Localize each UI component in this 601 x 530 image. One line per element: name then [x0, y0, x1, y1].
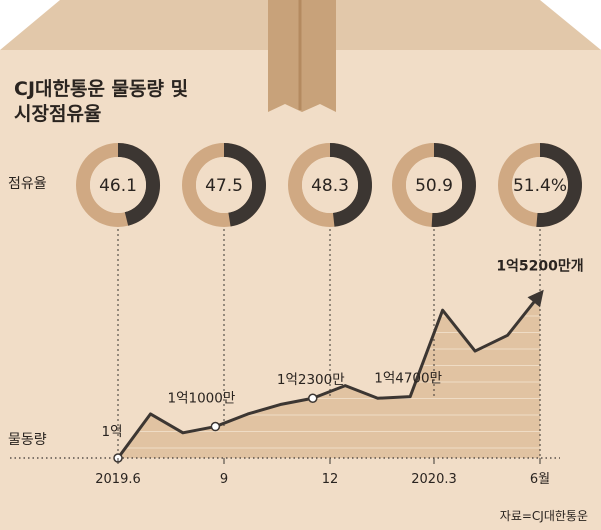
- donut-share-arc: [223, 143, 266, 227]
- box-tape: [268, 0, 336, 88]
- donut-hole: [406, 157, 462, 213]
- x-tick-label: 2019.6: [95, 472, 141, 487]
- x-tick-label: 9: [220, 472, 228, 487]
- donut-layer: 46.1 47.5 48.3 50.9 51.4%: [76, 143, 582, 227]
- x-tick-label: 2020.3: [411, 472, 457, 487]
- donut-share-arc: [536, 143, 582, 227]
- donut-value-label: 51.4%: [513, 176, 567, 196]
- value-annotation: 1억4700만: [374, 371, 442, 387]
- donut-value-label: 47.5: [205, 176, 243, 196]
- share-donut: 50.9: [392, 143, 476, 227]
- point-marker: [308, 393, 318, 403]
- label-layer: 1억 1억1000만 1억2300만 1억4700만 1억5200만개: [101, 258, 584, 463]
- donut-hole: [90, 157, 146, 213]
- value-annotation: 1억2300만: [277, 372, 345, 388]
- chart-title-line-2: 시장점유율: [14, 103, 101, 125]
- source-note: 자료=CJ대한통운: [500, 509, 588, 523]
- share-donut: 48.3: [288, 143, 372, 227]
- chart-title-line-1: CJ대한통운 물동량 및: [14, 78, 188, 100]
- donut-value-label: 46.1: [99, 176, 137, 196]
- donut-share-arc: [117, 143, 160, 226]
- value-annotation: 1억5200만개: [496, 258, 583, 274]
- share-donut: 47.5: [182, 143, 266, 227]
- donut-value-label: 50.9: [415, 176, 453, 196]
- donut-value-label: 48.3: [311, 176, 349, 196]
- volume-series-line: [116, 293, 542, 459]
- donut-hole: [196, 157, 252, 213]
- share-label: 점유율: [8, 176, 47, 192]
- tick-layer: 2019.6 9 12 2020.3 6월: [95, 458, 550, 487]
- value-annotation: 1억1000만: [167, 391, 235, 407]
- donut-hole: [302, 157, 358, 213]
- donut-share-arc: [431, 143, 476, 227]
- value-annotation: 1억: [101, 424, 122, 440]
- donut-share-arc: [329, 143, 372, 227]
- volume-label: 물동량: [8, 432, 47, 448]
- x-tick-label: 12: [322, 472, 339, 487]
- point-marker: [210, 421, 221, 432]
- guide-layer: [117, 229, 541, 458]
- box-tape-end: [268, 88, 336, 112]
- donut-hole: [512, 157, 568, 213]
- x-tick-label: 6월: [530, 472, 550, 487]
- share-donut: 46.1: [76, 143, 160, 227]
- share-donut: 51.4%: [498, 143, 582, 227]
